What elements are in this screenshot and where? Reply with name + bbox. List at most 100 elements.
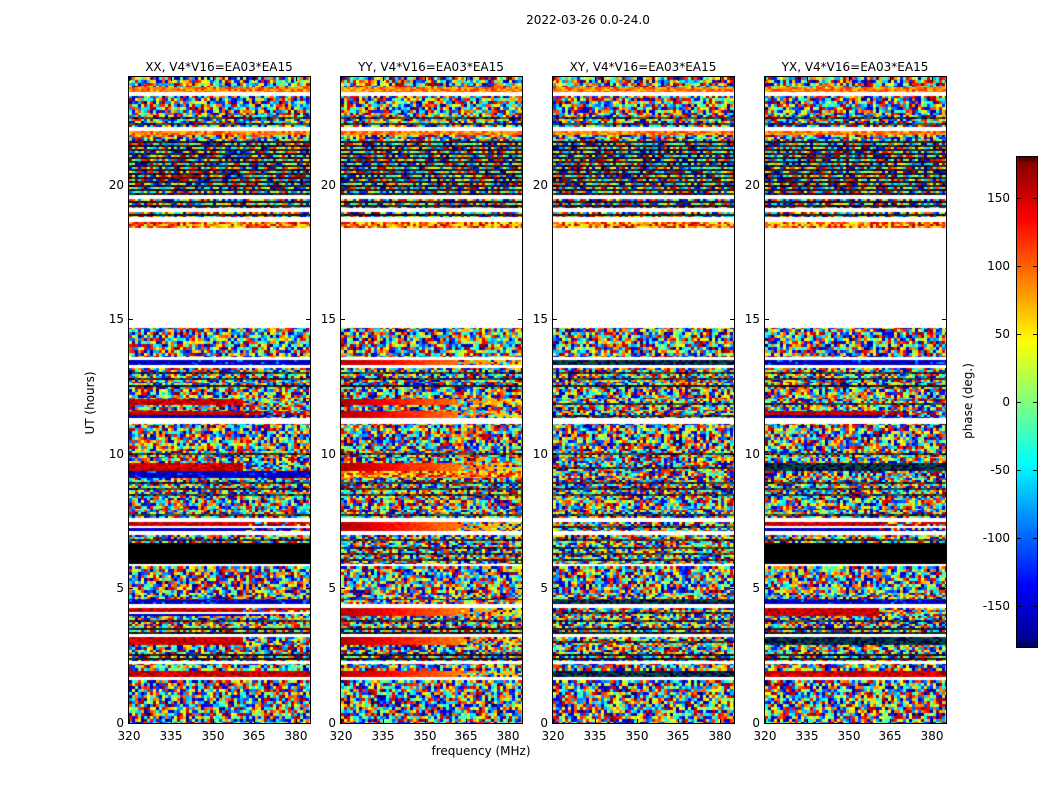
y-tick-mark — [553, 588, 557, 589]
x-tick-mark — [765, 719, 766, 723]
x-tick-mark — [890, 719, 891, 723]
y-tick-mark — [341, 454, 345, 455]
y-tick-mark — [765, 588, 769, 589]
x-tick-mark — [171, 719, 172, 723]
y-tick-mark — [129, 588, 133, 589]
x-tick-mark — [637, 719, 638, 723]
y-tick-label: 10 — [108, 447, 124, 461]
x-tick-label: 335 — [159, 729, 183, 743]
colorbar-tick-label: -150 — [982, 599, 1010, 613]
x-tick-label: 320 — [117, 729, 141, 743]
y-tick-mark — [518, 185, 522, 186]
y-tick-mark — [553, 185, 557, 186]
colorbar — [1016, 156, 1038, 648]
panel-title-yy: YY, V4*V16=EA03*EA15 — [358, 60, 504, 74]
y-tick-mark — [553, 723, 557, 724]
y-tick-mark — [341, 319, 345, 320]
x-tick-mark — [807, 719, 808, 723]
x-tick-mark — [508, 77, 509, 81]
x-tick-label: 365 — [454, 729, 478, 743]
y-tick-mark — [765, 723, 769, 724]
x-tick-label: 350 — [837, 729, 861, 743]
x-tick-mark — [849, 77, 850, 81]
y-tick-mark — [730, 185, 734, 186]
x-tick-label: 350 — [625, 729, 649, 743]
colorbar-tick-mark — [1033, 334, 1037, 335]
x-tick-label: 365 — [878, 729, 902, 743]
colorbar-tick-mark — [1033, 470, 1037, 471]
x-tick-mark — [296, 719, 297, 723]
y-tick-label: 15 — [532, 312, 548, 326]
y-tick-mark — [129, 723, 133, 724]
panel-title-xy: XY, V4*V16=EA03*EA15 — [569, 60, 717, 74]
y-tick-mark — [129, 454, 133, 455]
x-tick-label: 365 — [666, 729, 690, 743]
x-tick-mark — [720, 77, 721, 81]
y-tick-mark — [306, 588, 310, 589]
x-tick-mark — [296, 77, 297, 81]
colorbar-tick-mark — [1033, 538, 1037, 539]
heatmap-canvas-yy — [341, 77, 522, 723]
x-tick-mark — [425, 719, 426, 723]
y-tick-mark — [730, 319, 734, 320]
y-tick-label: 0 — [752, 716, 760, 730]
figure-title: 2022-03-26 0.0-24.0 — [526, 13, 650, 27]
x-tick-mark — [341, 77, 342, 81]
colorbar-tick-mark — [1033, 402, 1037, 403]
y-tick-label: 5 — [752, 581, 760, 595]
colorbar-tick-mark — [1017, 470, 1021, 471]
y-tick-mark — [129, 185, 133, 186]
y-tick-label: 10 — [532, 447, 548, 461]
y-tick-label: 20 — [744, 178, 760, 192]
x-tick-mark — [213, 719, 214, 723]
x-tick-label: 335 — [583, 729, 607, 743]
y-tick-mark — [942, 454, 946, 455]
y-tick-mark — [942, 588, 946, 589]
x-tick-mark — [720, 719, 721, 723]
panel-title-xx: XX, V4*V16=EA03*EA15 — [145, 60, 293, 74]
y-tick-mark — [518, 588, 522, 589]
x-tick-mark — [765, 77, 766, 81]
y-tick-mark — [341, 185, 345, 186]
x-tick-label: 335 — [795, 729, 819, 743]
y-tick-mark — [306, 319, 310, 320]
x-tick-label: 320 — [753, 729, 777, 743]
y-tick-mark — [730, 588, 734, 589]
y-tick-label: 0 — [328, 716, 336, 730]
heatmap-canvas-xx — [129, 77, 310, 723]
x-tick-mark — [254, 719, 255, 723]
y-tick-mark — [518, 319, 522, 320]
colorbar-tick-label: 150 — [987, 191, 1010, 205]
x-tick-mark — [678, 77, 679, 81]
y-tick-label: 0 — [540, 716, 548, 730]
heatmap-canvas-xy — [553, 77, 734, 723]
x-tick-mark — [341, 719, 342, 723]
x-tick-label: 380 — [496, 729, 520, 743]
colorbar-tick-mark — [1017, 198, 1021, 199]
y-tick-mark — [730, 454, 734, 455]
colorbar-tick-mark — [1033, 198, 1037, 199]
colorbar-canvas — [1017, 157, 1037, 647]
y-tick-label: 0 — [116, 716, 124, 730]
colorbar-tick-mark — [1017, 538, 1021, 539]
y-tick-mark — [942, 723, 946, 724]
x-tick-mark — [932, 77, 933, 81]
x-tick-label: 350 — [413, 729, 437, 743]
colorbar-tick-mark — [1017, 402, 1021, 403]
y-tick-label: 15 — [108, 312, 124, 326]
colorbar-tick-mark — [1033, 606, 1037, 607]
y-tick-mark — [341, 723, 345, 724]
x-tick-mark — [383, 719, 384, 723]
heatmap-canvas-yx — [765, 77, 946, 723]
heatmap-plot-xx — [128, 76, 311, 724]
y-tick-mark — [306, 454, 310, 455]
colorbar-tick-mark — [1017, 334, 1021, 335]
y-tick-mark — [553, 319, 557, 320]
x-tick-mark — [932, 719, 933, 723]
y-tick-mark — [942, 319, 946, 320]
y-tick-mark — [129, 319, 133, 320]
y-tick-label: 15 — [320, 312, 336, 326]
colorbar-tick-mark — [1033, 266, 1037, 267]
x-tick-mark — [129, 719, 130, 723]
